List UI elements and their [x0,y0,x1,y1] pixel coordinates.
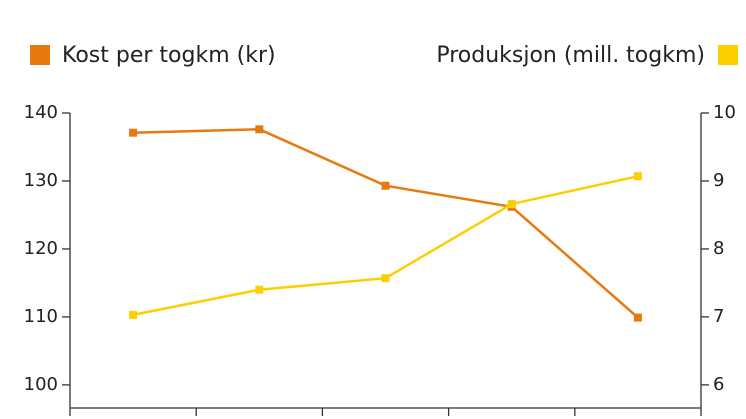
series-line [132,174,639,317]
y-tick-label: 130 [24,170,58,191]
y-tick-label: 140 [24,102,58,123]
y2-tick-label: 7 [713,306,724,327]
legend-label: Produksjon (mill. togkm) [436,43,705,68]
series-marker [381,274,390,283]
legend-swatch [30,45,50,65]
series-marker [129,310,138,319]
legend-label: Kost per togkm (kr) [62,43,276,68]
y2-tick-label: 9 [713,170,724,191]
y2-tick-label: 10 [713,102,736,123]
series-marker [129,128,138,137]
series-marker [381,181,390,190]
series-marker [255,285,264,294]
series-marker [633,313,642,322]
y-tick-label: 120 [24,238,58,259]
legend-swatch [718,45,738,65]
y2-tick-label: 8 [713,238,724,259]
y2-tick-label: 6 [713,374,724,395]
y-tick-label: 100 [24,374,58,395]
series-marker [633,172,642,181]
series-marker [255,125,264,134]
y-tick-label: 110 [24,306,58,327]
series-line [133,128,639,319]
series-marker [507,200,516,209]
